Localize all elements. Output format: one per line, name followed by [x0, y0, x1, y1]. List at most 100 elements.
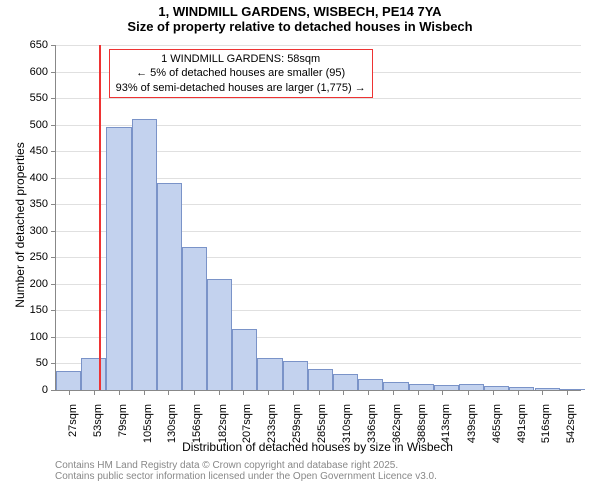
x-axis-label: Distribution of detached houses by size …	[55, 440, 580, 454]
x-tick-label: 516sqm	[540, 404, 552, 443]
x-tick-mark	[393, 390, 394, 395]
histogram-bar	[132, 119, 157, 390]
gridline	[56, 98, 581, 99]
x-tick-mark	[319, 390, 320, 395]
x-tick-mark	[567, 390, 568, 395]
histogram-bar	[434, 385, 459, 390]
annotation-box: 1 WINDMILL GARDENS: 58sqm ← 5% of detach…	[109, 49, 373, 98]
histogram-bar	[308, 369, 333, 390]
annotation-line-3: 93% of semi-detached houses are larger (…	[116, 81, 366, 95]
y-tick-mark	[51, 125, 56, 126]
x-tick-mark	[168, 390, 169, 395]
x-tick-label: 362sqm	[391, 404, 403, 443]
x-tick-label: 491sqm	[516, 404, 528, 443]
chart-container: 1, WINDMILL GARDENS, WISBECH, PE14 7YA S…	[0, 0, 600, 500]
y-tick-mark	[51, 98, 56, 99]
x-tick-label: 233sqm	[266, 404, 278, 443]
histogram-bar	[459, 384, 484, 390]
marker-line	[99, 45, 101, 390]
annotation-line-2: ← 5% of detached houses are smaller (95)	[116, 66, 366, 80]
x-tick-label: 388sqm	[416, 404, 428, 443]
x-tick-label: 27sqm	[67, 404, 79, 437]
y-tick-label: 600	[8, 66, 48, 78]
histogram-bar	[535, 388, 560, 390]
y-tick-label: 550	[8, 92, 48, 104]
histogram-bar	[182, 247, 207, 390]
x-tick-mark	[194, 390, 195, 395]
histogram-bar	[560, 389, 585, 390]
histogram-bar	[257, 358, 282, 390]
y-tick-mark	[51, 151, 56, 152]
y-tick-mark	[51, 363, 56, 364]
x-tick-mark	[144, 390, 145, 395]
y-tick-mark	[51, 204, 56, 205]
x-tick-label: 105sqm	[142, 404, 154, 443]
histogram-bar	[509, 387, 534, 390]
y-tick-label: 0	[8, 384, 48, 396]
y-tick-label: 400	[8, 172, 48, 184]
x-tick-mark	[119, 390, 120, 395]
histogram-bar	[56, 371, 81, 390]
chart-footer: Contains HM Land Registry data © Crown c…	[55, 460, 437, 482]
histogram-bar	[358, 379, 383, 390]
y-tick-label: 650	[8, 39, 48, 51]
y-tick-label: 350	[8, 198, 48, 210]
x-tick-label: 79sqm	[117, 404, 129, 437]
y-tick-mark	[51, 337, 56, 338]
x-tick-mark	[468, 390, 469, 395]
x-tick-mark	[368, 390, 369, 395]
histogram-bar	[409, 384, 434, 390]
x-tick-mark	[493, 390, 494, 395]
x-tick-mark	[542, 390, 543, 395]
x-tick-label: 182sqm	[217, 404, 229, 443]
y-tick-mark	[51, 72, 56, 73]
x-tick-label: 336sqm	[366, 404, 378, 443]
y-tick-mark	[51, 390, 56, 391]
y-tick-mark	[51, 45, 56, 46]
x-tick-label: 465sqm	[491, 404, 503, 443]
x-tick-mark	[418, 390, 419, 395]
histogram-bar	[81, 358, 106, 390]
y-tick-label: 150	[8, 304, 48, 316]
gridline	[56, 45, 581, 46]
x-tick-mark	[343, 390, 344, 395]
histogram-bar	[232, 329, 257, 390]
x-tick-mark	[293, 390, 294, 395]
histogram-bar	[106, 127, 131, 390]
x-tick-label: 439sqm	[466, 404, 478, 443]
x-tick-label: 542sqm	[565, 404, 577, 443]
histogram-bar	[283, 361, 308, 390]
y-tick-mark	[51, 284, 56, 285]
y-tick-label: 100	[8, 331, 48, 343]
plot-area: 0501001502002503003504004505005506006502…	[55, 45, 581, 391]
y-tick-label: 300	[8, 225, 48, 237]
annotation-line-1: 1 WINDMILL GARDENS: 58sqm	[116, 52, 366, 66]
x-tick-mark	[518, 390, 519, 395]
footer-line-1: Contains HM Land Registry data © Crown c…	[55, 460, 437, 471]
y-tick-label: 200	[8, 278, 48, 290]
x-tick-label: 285sqm	[317, 404, 329, 443]
x-tick-mark	[442, 390, 443, 395]
y-tick-mark	[51, 231, 56, 232]
y-tick-label: 500	[8, 119, 48, 131]
x-tick-label: 207sqm	[241, 404, 253, 443]
histogram-bar	[157, 183, 182, 390]
x-tick-mark	[69, 390, 70, 395]
x-tick-label: 310sqm	[341, 404, 353, 443]
histogram-bar	[484, 386, 509, 390]
x-tick-label: 156sqm	[192, 404, 204, 443]
chart-title-sub: Size of property relative to detached ho…	[0, 19, 600, 38]
histogram-bar	[383, 382, 408, 390]
y-tick-mark	[51, 178, 56, 179]
x-tick-label: 130sqm	[166, 404, 178, 443]
y-tick-mark	[51, 257, 56, 258]
x-tick-mark	[268, 390, 269, 395]
histogram-bar	[207, 279, 232, 390]
x-tick-mark	[94, 390, 95, 395]
y-tick-label: 50	[8, 357, 48, 369]
x-tick-mark	[219, 390, 220, 395]
x-tick-label: 53sqm	[92, 404, 104, 437]
chart-title-main: 1, WINDMILL GARDENS, WISBECH, PE14 7YA	[0, 0, 600, 19]
footer-line-2: Contains public sector information licen…	[55, 471, 437, 482]
y-tick-mark	[51, 310, 56, 311]
